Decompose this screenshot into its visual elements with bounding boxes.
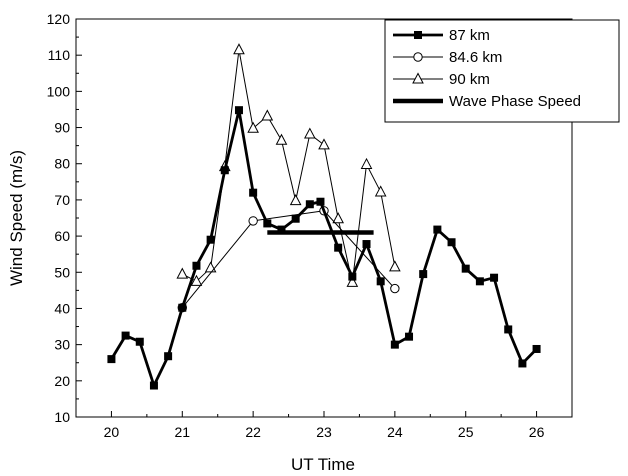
data-point-87-km: [532, 344, 541, 353]
y-tick-label: 90: [54, 120, 70, 136]
legend-box: [384, 19, 620, 123]
data-point-90-km: [346, 275, 359, 287]
x-tick-label: 24: [387, 424, 403, 440]
data-point-90-km: [247, 121, 259, 133]
data-point-90-km: [275, 133, 288, 145]
y-axis-ticks: 10 20 30 40 50 60 70 80 90 100 110 120: [47, 11, 82, 425]
data-point-90-km: [289, 194, 302, 206]
data-point-87-km: [316, 197, 325, 206]
data-point-87-km: [121, 331, 130, 340]
y-tick-label: 50: [54, 264, 70, 280]
data-point-87-km: [164, 352, 173, 361]
data-point-87-km: [461, 264, 470, 273]
y-tick-label: 60: [54, 228, 70, 244]
data-point-87-km: [263, 219, 272, 228]
data-point-87-km: [178, 303, 187, 312]
data-point-90-km: [389, 260, 401, 272]
data-point-90-km: [261, 109, 274, 121]
data-point-90-km: [190, 274, 203, 286]
series-layer: [107, 43, 541, 390]
data-point-87-km: [490, 273, 499, 282]
y-tick-label: 120: [47, 11, 71, 27]
data-point-87-km: [504, 325, 513, 334]
data-point-87-km: [390, 340, 399, 349]
data-point-87-km: [107, 355, 116, 364]
data-point-84-6-km: [390, 283, 400, 294]
y-tick-label: 20: [54, 373, 70, 389]
data-point-90-km: [176, 267, 189, 279]
data-point-87-km: [192, 261, 201, 270]
x-axis-ticks: 20 21 22 23 24 25 26: [75, 411, 545, 440]
series-line-84-6-km: [181, 210, 396, 309]
data-point-90-km: [360, 157, 373, 169]
y-tick-label: 30: [54, 337, 70, 353]
data-point-87-km: [220, 166, 229, 175]
y-tick-label: 40: [54, 300, 70, 316]
data-point-84-6-km: [248, 216, 258, 226]
x-tick-label: 23: [316, 424, 332, 440]
data-point-90-km: [304, 127, 316, 139]
data-point-87-km: [135, 337, 144, 346]
data-point-87-km: [518, 359, 527, 368]
y-tick-label: 110: [48, 47, 71, 63]
legend-marker-84-6-km: [413, 52, 423, 62]
y-tick-label: 10: [54, 409, 70, 425]
x-tick-label: 25: [458, 424, 474, 440]
data-point-87-km: [348, 272, 357, 281]
series-90-km: [176, 43, 401, 287]
legend-label-87-km: 87 km: [449, 27, 490, 44]
data-point-87-km: [376, 277, 385, 286]
x-tick-label: 21: [174, 424, 190, 440]
x-tick-label: 20: [104, 424, 120, 440]
y-tick-label: 100: [47, 83, 71, 99]
data-point-90-km: [332, 212, 344, 224]
legend-marker-87-km: [414, 31, 422, 39]
data-point-87-km: [206, 235, 215, 244]
data-point-87-km: [447, 238, 456, 247]
x-tick-label: 22: [245, 424, 261, 440]
legend-label-90-km: 90 km: [449, 71, 490, 88]
x-axis-title: UT Time: [291, 455, 355, 474]
y-tick-label: 70: [54, 192, 70, 208]
y-axis-title: Wind Speed (m/s): [7, 150, 26, 286]
data-point-87-km: [249, 188, 258, 197]
series-87-km: [107, 106, 541, 390]
data-point-90-km: [374, 185, 387, 197]
data-point-87-km: [475, 277, 484, 286]
data-point-87-km: [405, 332, 414, 341]
data-point-90-km: [318, 138, 330, 150]
legend: 87 km 84.6 km 90 km Wave Phase Speed: [384, 19, 620, 123]
data-point-87-km: [305, 200, 314, 209]
data-point-87-km: [433, 225, 442, 234]
legend-marker-90-km: [412, 72, 424, 84]
x-tick-label: 26: [529, 424, 545, 440]
data-point-90-km: [233, 43, 245, 55]
y-tick-label: 80: [54, 156, 70, 172]
legend-label-84-6-km: 84.6 km: [449, 49, 502, 66]
legend-label-wave-phase-speed: Wave Phase Speed: [449, 93, 581, 110]
data-point-87-km: [277, 225, 286, 234]
data-point-87-km: [419, 270, 428, 279]
data-point-87-km: [334, 243, 343, 252]
series-line-90-km: [182, 49, 396, 283]
data-point-87-km: [362, 240, 371, 249]
data-point-87-km: [149, 381, 158, 390]
data-point-87-km: [234, 106, 243, 115]
data-point-87-km: [291, 214, 300, 223]
